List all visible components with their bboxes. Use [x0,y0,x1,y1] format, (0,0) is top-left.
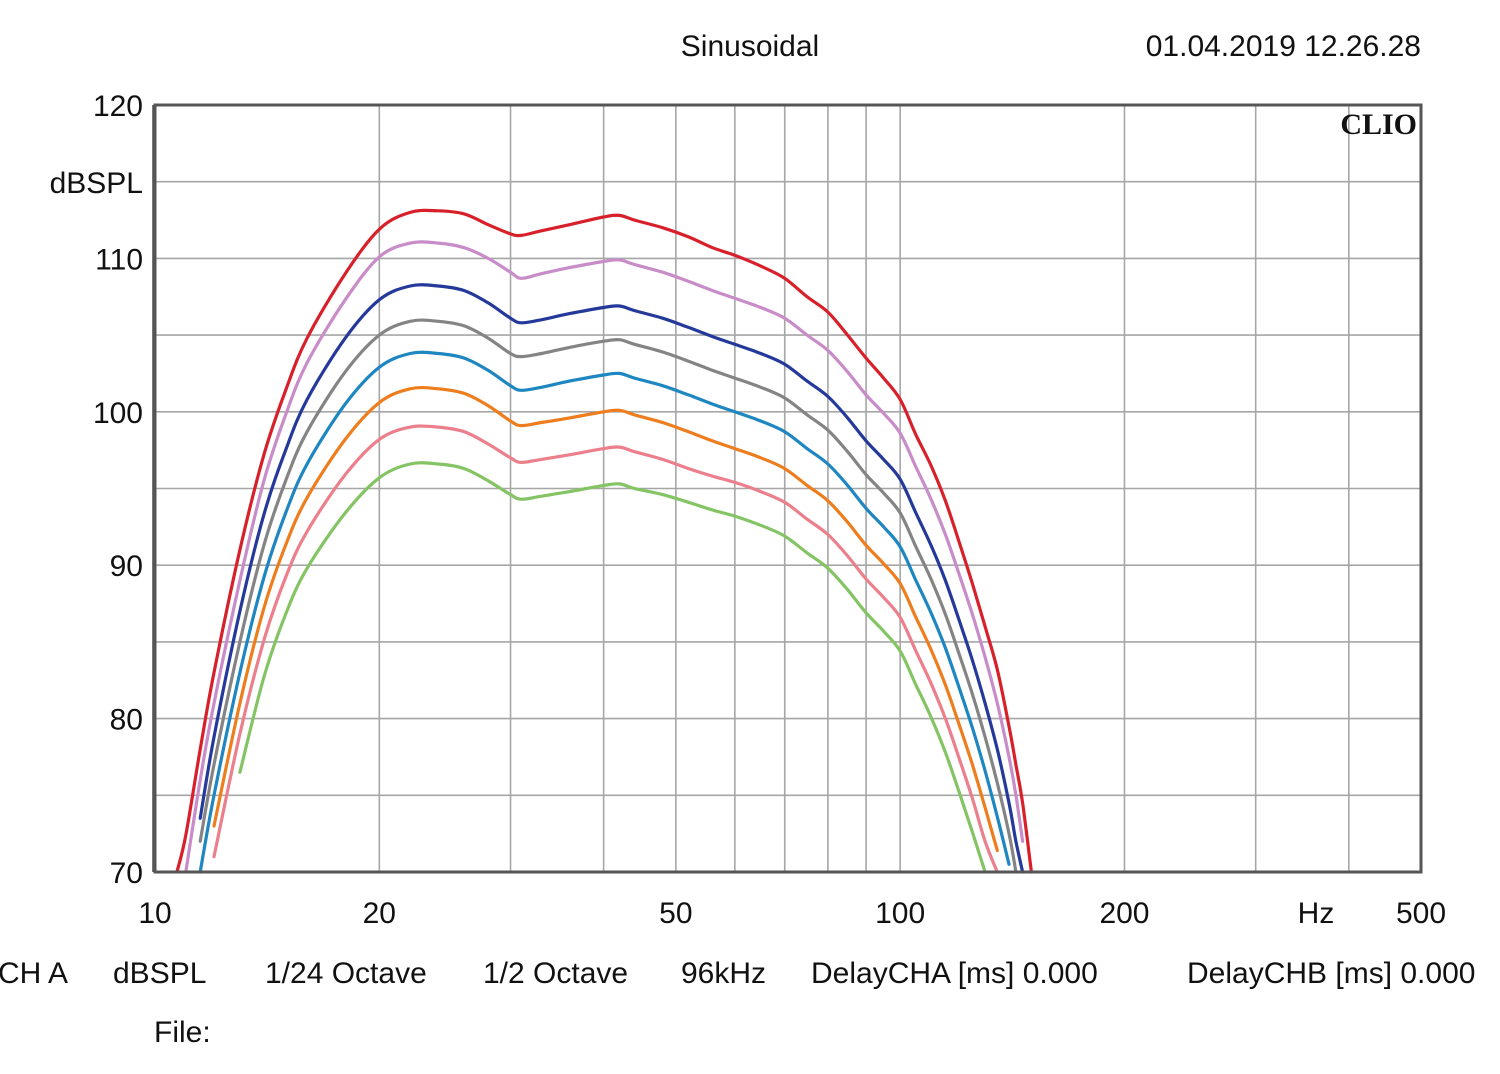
series-line-6 [212,385,999,853]
y-tick-label-90: 90 [110,550,143,583]
y-tick-label-80: 80 [110,704,143,737]
curves [175,208,1033,874]
chart-title: Sinusoidal [681,30,819,63]
footer-channel: CH A [0,957,68,990]
footer-delay-cha: DelayCHA [ms] 0.000 [811,957,1098,990]
tick-labels: 70 80 90 100 110 120 10 20 50 100 200 500 [93,90,1446,930]
footer-delay-chb: DelayCHB [ms] 0.000 [1187,957,1475,990]
footer-file-label: File: [154,1016,211,1049]
y-tick-label-120: 120 [93,90,143,123]
series-line-5 [198,350,1011,874]
x-tick-label-200: 200 [1099,897,1149,930]
timestamp: 01.04.2019 12.26.28 [1146,30,1421,63]
x-tick-label-100: 100 [875,897,925,930]
footer-unit: dBSPL [113,957,206,990]
footer-sample-rate: 96kHz [681,957,766,990]
grid [152,104,1422,873]
brand-logo: CLIO [1340,108,1417,141]
footer-resolution: 1/24 Octave [265,957,427,990]
series-line-8 [238,461,987,874]
series-line-2 [184,240,1025,874]
series-line-4 [198,318,1018,874]
y-tick-label-100: 100 [93,397,143,430]
footer-smoothing: 1/2 Octave [483,957,628,990]
x-axis-unit-label: Hz [1298,897,1335,930]
x-tick-label-10: 10 [138,897,171,930]
series-line-1 [175,208,1033,874]
y-tick-label-70: 70 [110,857,143,890]
x-tick-label-20: 20 [363,897,396,930]
x-tick-label-50: 50 [659,897,692,930]
series-line-7 [212,424,999,874]
x-tick-label-500: 500 [1396,897,1446,930]
y-tick-label-110: 110 [95,243,143,276]
plot-frame [153,103,1423,874]
series-line-3 [198,283,1025,874]
y-axis-unit-label: dBSPL [50,167,143,200]
